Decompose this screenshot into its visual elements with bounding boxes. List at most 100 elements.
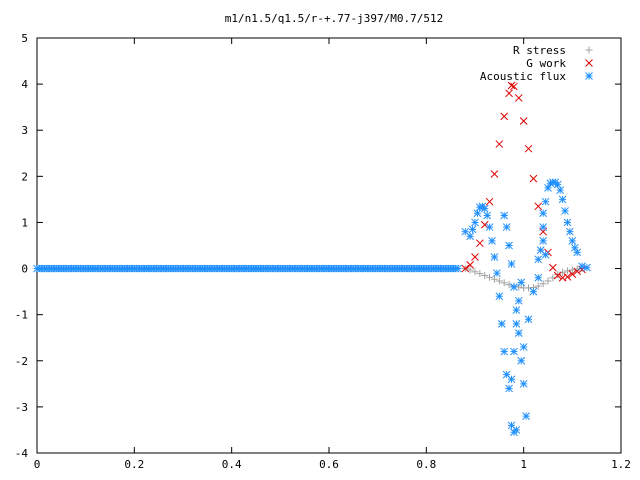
data-point	[500, 347, 509, 356]
data-point	[541, 250, 550, 259]
data-point	[534, 282, 542, 290]
y-tick-label: 1	[21, 216, 28, 229]
data-point	[517, 356, 526, 365]
data-point	[505, 241, 513, 250]
legend-label: Acoustic flux	[480, 70, 566, 83]
x-tick-label: 0.8	[416, 458, 436, 471]
x-tick-label: 1.2	[611, 458, 631, 471]
data-point	[553, 271, 562, 280]
data-point	[507, 375, 516, 384]
data-point	[529, 287, 538, 296]
data-point	[539, 280, 547, 288]
data-point	[568, 266, 576, 274]
data-point	[541, 197, 550, 206]
data-point	[539, 209, 547, 218]
data-point	[485, 197, 494, 206]
data-point	[539, 223, 547, 231]
data-point	[522, 412, 530, 420]
data-point	[534, 202, 543, 211]
data-point	[510, 283, 518, 291]
data-point	[524, 144, 533, 153]
data-point	[461, 264, 470, 273]
series-layer	[33, 81, 591, 437]
y-tick-label: 4	[21, 78, 28, 91]
legend-marker	[585, 72, 593, 80]
data-point	[514, 296, 523, 305]
data-point	[507, 81, 516, 90]
data-point	[514, 94, 523, 102]
data-point	[578, 262, 586, 271]
data-point	[454, 264, 462, 273]
y-tick-label: 2	[21, 170, 28, 183]
x-tick-label: 0	[34, 458, 41, 471]
data-point	[500, 211, 509, 220]
data-point	[573, 248, 582, 257]
axes: 0 0.2 0.4 0.6 0.8 1 1.2 -4 -3 -2 -1 0 1 2 3 4 5	[15, 32, 631, 471]
data-point	[568, 237, 577, 245]
data-point	[539, 237, 547, 245]
x-tick-label: 0.4	[222, 458, 242, 471]
data-point	[563, 273, 572, 281]
data-point	[510, 82, 518, 91]
legend-marker	[585, 46, 593, 54]
data-point	[502, 223, 511, 231]
data-point	[514, 329, 523, 337]
data-point	[566, 227, 574, 236]
data-point	[486, 273, 494, 281]
data-point	[529, 174, 538, 183]
data-point	[512, 320, 521, 328]
data-point	[517, 278, 526, 287]
data-point	[497, 320, 506, 328]
data-point	[534, 255, 543, 264]
data-point	[510, 347, 518, 356]
data-point	[493, 269, 501, 278]
legend-label: G work	[526, 57, 566, 70]
legend-marker	[585, 59, 593, 67]
y-tick-label: -3	[15, 401, 28, 414]
data-point	[490, 275, 498, 283]
data-point	[519, 117, 528, 125]
data-point	[500, 112, 509, 121]
data-point	[534, 273, 543, 282]
data-point	[471, 268, 479, 276]
chart-title: m1/n1.5/q1.5/r-+.77-j397/M0.7/512	[225, 12, 444, 25]
data-point	[471, 253, 479, 261]
data-point	[507, 260, 516, 268]
data-point	[544, 277, 552, 285]
y-tick-label: -4	[15, 447, 29, 460]
legend-label: R stress	[513, 44, 566, 57]
x-tick-label: 1	[520, 458, 527, 471]
data-point	[561, 207, 569, 215]
data-point	[468, 225, 477, 234]
data-point	[476, 270, 484, 278]
y-tick-label: -2	[15, 355, 28, 368]
data-point	[495, 292, 504, 301]
data-point	[466, 232, 474, 241]
data-point	[495, 140, 504, 148]
data-point	[512, 306, 521, 314]
data-point	[568, 270, 577, 278]
y-tick-label: 5	[21, 32, 28, 45]
data-point	[495, 277, 503, 285]
data-point	[505, 89, 513, 98]
data-point	[471, 218, 479, 227]
data-point	[583, 263, 591, 272]
series-r-stress	[461, 265, 586, 292]
data-point	[466, 261, 474, 269]
x-tick-label: 0.2	[124, 458, 144, 471]
data-point	[490, 253, 499, 261]
data-point	[500, 279, 508, 287]
plot-frame	[36, 37, 622, 454]
data-point	[549, 263, 557, 272]
data-point	[556, 186, 565, 195]
data-point	[485, 223, 494, 231]
data-point	[519, 379, 528, 388]
data-point	[519, 343, 528, 351]
data-point	[490, 170, 499, 178]
data-point	[505, 384, 513, 393]
y-tick-label: 0	[21, 263, 28, 276]
data-point	[512, 426, 521, 434]
data-point	[473, 209, 482, 218]
